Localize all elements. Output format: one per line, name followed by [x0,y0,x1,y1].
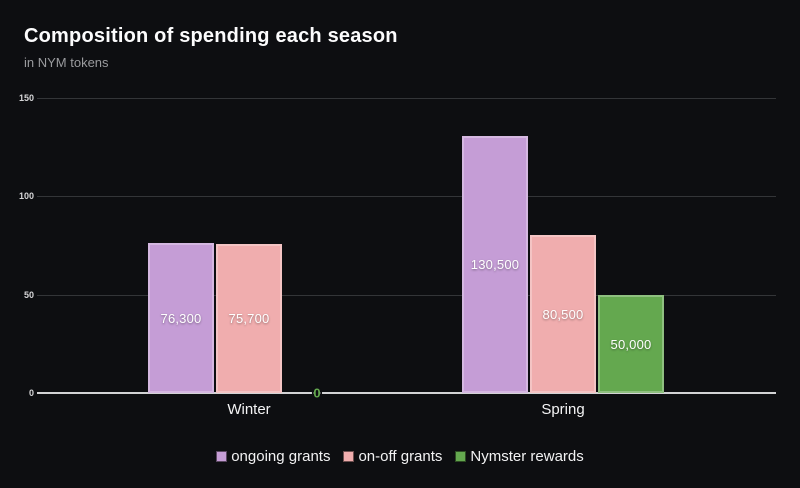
y-tick-label-0: 0 [28,388,34,398]
legend-item-nymster-rewards: Nymster rewards [455,448,584,465]
bar-value-label: 75,700 [228,311,270,326]
bar-winter-ongoing-grants: 76,300 [148,243,214,393]
bar-spring-ongoing-grants: 130,500 [462,136,528,393]
legend-item-on-off-grants: on-off grants [343,448,442,465]
chart-title: Composition of spending each season [24,25,398,47]
legend-item-ongoing-grants: ongoing grants [216,448,330,465]
y-tick-label-50: 50 [23,289,34,300]
legend-swatch-nymster-rewards [455,451,467,462]
legend-label-ongoing-grants: ongoing grants [231,448,331,465]
bar-value-label: 76,300 [160,310,202,326]
legend-swatch-on-off-grants [343,451,355,462]
legend-label-on-off-grants: on-off grants [358,448,443,465]
bar-value-label: 130,500 [470,257,520,272]
category-label-spring: Spring [541,401,585,418]
chart-subtitle: in NYM tokens [24,55,109,70]
category-label-winter: Winter [227,401,271,418]
bar-zero-label-winter-nymster-rewards: 0 [313,385,321,401]
bar-spring-nymster-rewards: 50,000 [598,295,664,393]
gridline-100 [37,196,776,198]
bar-value-label: 50,000 [610,336,652,352]
gridline-150 [37,98,776,99]
y-tick-label-150: 150 [18,93,34,103]
x-axis-line [37,392,776,394]
gridline-50 [37,294,776,296]
legend: ongoing grants on-off grants Nymster rewar… [0,448,800,465]
y-tick-label-100: 100 [18,191,34,202]
bar-winter-on-off-grants: 75,700 [216,244,282,393]
legend-label-nymster-rewards: Nymster rewards [470,448,584,465]
legend-swatch-ongoing-grants [216,451,228,462]
bar-spring-on-off-grants: 80,500 [530,235,596,393]
bar-value-label: 80,500 [542,306,584,322]
